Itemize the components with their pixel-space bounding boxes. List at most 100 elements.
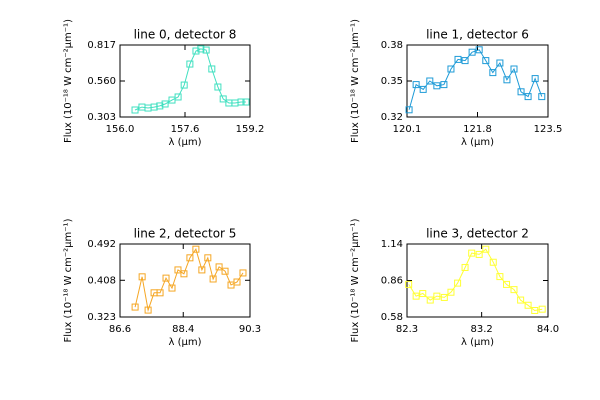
data-marker — [186, 254, 194, 262]
data-marker — [461, 57, 469, 65]
data-marker — [144, 306, 152, 314]
data-marker — [239, 269, 247, 277]
data-marker — [180, 270, 188, 278]
panel-title: line 1, detector 6 — [426, 28, 529, 42]
x-tick-label: 90.3 — [239, 324, 261, 335]
data-marker — [475, 46, 483, 54]
data-marker — [426, 77, 434, 85]
y-tick-label: 0.817 — [87, 40, 116, 51]
data-marker — [186, 60, 194, 68]
data-marker — [131, 303, 139, 311]
x-tick-label: 83.2 — [471, 324, 493, 335]
data-marker — [468, 249, 476, 257]
data-line — [134, 248, 244, 313]
y-tick-label: 0.35 — [381, 76, 403, 87]
data-marker — [440, 293, 448, 301]
data-marker — [214, 83, 222, 91]
y-tick-label: 1.14 — [381, 239, 403, 250]
data-marker — [482, 57, 490, 65]
data-marker — [405, 106, 413, 114]
plot-frame — [406, 243, 549, 318]
data-marker — [517, 88, 525, 96]
y-axis-label: Flux (10⁻¹⁸ W cm⁻²μm⁻¹) — [350, 19, 361, 143]
y-tick-label: 0.323 — [87, 312, 116, 323]
y-axis-label: Flux (10⁻¹⁸ W cm⁻²μm⁻¹) — [63, 19, 74, 143]
data-marker — [517, 296, 525, 304]
data-marker — [468, 48, 476, 56]
data-marker — [209, 275, 217, 283]
y-tick-label: 0.38 — [381, 40, 403, 51]
y-tick-label: 0.58 — [381, 312, 403, 323]
data-marker — [174, 93, 182, 101]
x-tick-label: 157.6 — [171, 124, 200, 135]
data-marker — [412, 292, 420, 300]
y-tick-label: 0.303 — [87, 112, 116, 123]
data-marker — [496, 273, 504, 281]
data-marker — [454, 279, 462, 287]
panel-title: line 0, detector 8 — [134, 28, 237, 42]
data-marker — [538, 93, 546, 101]
data-marker — [461, 263, 469, 271]
data-marker — [204, 254, 212, 262]
data-marker — [426, 296, 434, 304]
data-marker — [192, 245, 200, 253]
data-marker — [131, 106, 139, 114]
data-marker — [156, 102, 164, 110]
data-marker — [538, 305, 546, 313]
data-marker — [412, 81, 420, 89]
data-marker — [138, 273, 146, 281]
data-marker — [524, 301, 532, 309]
data-marker — [156, 289, 164, 297]
x-tick-label: 123.5 — [534, 124, 563, 135]
y-tick-label: 0.492 — [87, 239, 116, 250]
data-marker — [197, 45, 205, 53]
data-marker — [174, 266, 182, 274]
data-marker — [489, 258, 497, 266]
data-marker — [221, 267, 229, 275]
x-tick-label: 120.1 — [393, 124, 422, 135]
data-marker — [510, 65, 518, 73]
y-tick-label: 0.560 — [87, 76, 116, 87]
x-tick-label: 159.2 — [236, 124, 265, 135]
data-marker — [168, 284, 176, 292]
x-tick-label: 82.3 — [396, 324, 418, 335]
data-marker — [192, 47, 200, 55]
x-axis-label: λ (μm) — [168, 337, 201, 348]
data-marker — [433, 82, 441, 90]
panel-title: line 2, detector 5 — [134, 227, 237, 241]
y-axis-label: Flux (10⁻¹⁸ W cm⁻²μm⁻¹) — [63, 218, 74, 342]
x-tick-label: 84.0 — [537, 324, 559, 335]
x-tick-label: 121.8 — [463, 124, 492, 135]
data-marker — [215, 263, 223, 271]
data-line — [408, 49, 543, 110]
data-marker — [531, 75, 539, 83]
data-marker — [531, 306, 539, 314]
data-marker — [489, 69, 497, 77]
x-axis-label: λ (μm) — [461, 337, 494, 348]
data-marker — [162, 274, 170, 282]
data-marker — [433, 292, 441, 300]
data-marker — [496, 59, 504, 67]
data-marker — [419, 290, 427, 298]
data-marker — [447, 65, 455, 73]
data-marker — [524, 93, 532, 101]
data-marker — [208, 65, 216, 73]
data-marker — [198, 266, 206, 274]
y-tick-label: 0.408 — [87, 275, 116, 286]
y-axis-label: Flux (10⁻¹⁸ W cm⁻²μm⁻¹) — [350, 218, 361, 342]
plot-frame — [119, 243, 251, 318]
data-marker — [202, 46, 210, 54]
data-marker — [482, 245, 490, 253]
x-tick-label: 156.0 — [106, 124, 135, 135]
data-marker — [180, 81, 188, 89]
data-marker — [475, 250, 483, 258]
x-axis-label: λ (μm) — [461, 137, 494, 148]
data-marker — [237, 98, 245, 106]
data-marker — [219, 95, 227, 103]
data-line — [134, 48, 246, 111]
data-marker — [510, 286, 518, 294]
data-marker — [419, 85, 427, 93]
data-marker — [161, 100, 169, 108]
